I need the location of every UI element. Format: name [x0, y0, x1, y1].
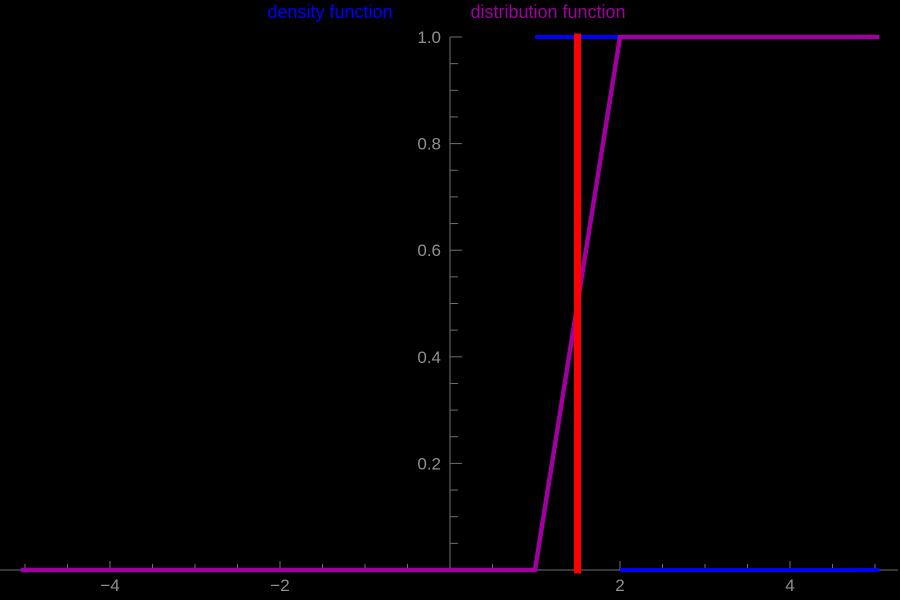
x-tick-label: 2 [615, 576, 624, 595]
x-tick-label: −2 [270, 576, 289, 595]
y-tick-label: 1.0 [417, 28, 441, 47]
x-tick-label: −4 [100, 576, 119, 595]
legend-distribution-function-label: distribution function [470, 2, 626, 22]
y-tick-label: 0.4 [417, 348, 441, 367]
legend-density-function-label: density function [267, 2, 393, 22]
x-tick-label: 4 [785, 576, 794, 595]
y-tick-label: 0.8 [417, 135, 441, 154]
y-tick-label: 0.6 [417, 241, 441, 260]
y-tick-label: 0.2 [417, 454, 441, 473]
